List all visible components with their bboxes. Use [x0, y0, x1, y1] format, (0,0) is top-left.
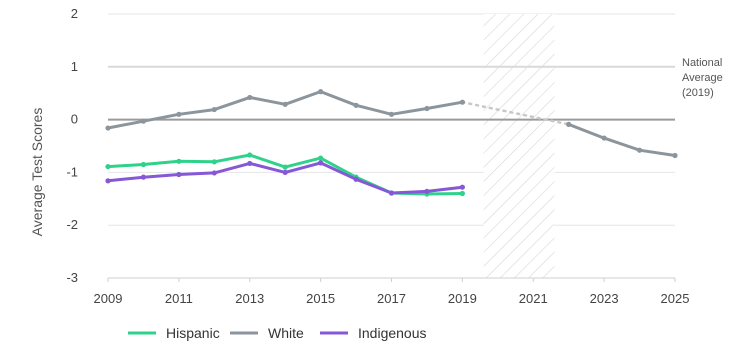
gap-region: [483, 14, 555, 278]
y-tick-label: -1: [66, 164, 78, 179]
y-tick-label: 1: [71, 59, 78, 74]
point-white: [353, 102, 359, 108]
point-indigenous: [282, 169, 288, 175]
legend-label-indigenous: Indigenous: [358, 325, 427, 341]
point-white: [176, 111, 182, 117]
x-tick-label: 2019: [448, 291, 477, 306]
series-group: [105, 89, 678, 197]
point-white: [105, 125, 111, 131]
point-hispanic: [247, 152, 253, 158]
point-white: [601, 135, 607, 141]
point-white: [318, 89, 324, 95]
point-white: [388, 111, 395, 117]
y-tick-label: -2: [66, 217, 78, 232]
point-indigenous: [211, 170, 217, 176]
legend: Hispanic White Indigenous: [128, 325, 427, 341]
point-indigenous: [353, 176, 359, 182]
point-indigenous: [318, 160, 324, 166]
annotation-line: National: [682, 57, 722, 69]
legend-label-white: White: [268, 325, 304, 341]
point-indigenous: [388, 190, 395, 196]
axes: 2 1 0 -1 -2 -3 2009 2011 2013 2015 2017 2019 2021 202…: [66, 6, 689, 306]
point-white: [459, 99, 465, 105]
point-hispanic: [140, 161, 147, 168]
annotation-line: Average: [682, 72, 723, 84]
point-indigenous: [176, 171, 182, 178]
point-hispanic: [459, 190, 465, 197]
x-tick-label: 2017: [377, 291, 406, 306]
point-white: [672, 152, 678, 159]
point-white: [282, 101, 288, 107]
point-hispanic: [211, 159, 217, 165]
x-tick-label: 2011: [165, 291, 193, 306]
legend-label-hispanic: Hispanic: [166, 325, 220, 341]
point-hispanic: [105, 163, 111, 170]
point-white: [211, 106, 217, 113]
point-hispanic: [282, 164, 288, 170]
x-tick-label: 2015: [306, 291, 335, 306]
point-hispanic: [318, 155, 324, 161]
point-indigenous: [105, 178, 111, 184]
hatched-gap-area: [483, 14, 555, 278]
x-tick-label: 2021: [519, 291, 548, 306]
x-tick-label: 2023: [590, 291, 619, 306]
annotation-line: (2019): [682, 87, 714, 99]
series-line-white: [567, 122, 677, 157]
point-white: [636, 147, 643, 153]
annotation-national-average: National Average (2019): [682, 57, 723, 99]
point-white: [424, 105, 430, 112]
series-line-white: [106, 90, 464, 130]
y-tick-label: 2: [71, 6, 78, 21]
point-hispanic: [176, 158, 182, 164]
x-tick-label: 2013: [235, 291, 264, 306]
x-tick-label: 2025: [661, 291, 690, 306]
series-bridge-white: [461, 100, 570, 126]
y-tick-label: 0: [71, 112, 78, 127]
point-white: [247, 94, 253, 101]
point-white: [140, 118, 147, 124]
point-white: [566, 121, 572, 127]
y-axis-label: Average Test Scores: [29, 108, 45, 237]
x-tick-label: 2009: [94, 291, 123, 306]
reference-lines: [108, 65, 675, 121]
point-indigenous: [140, 174, 147, 180]
point-indigenous: [424, 188, 430, 195]
point-indigenous: [247, 160, 253, 167]
grid: [108, 13, 675, 279]
point-indigenous: [459, 184, 465, 190]
y-tick-label: -3: [66, 270, 78, 285]
